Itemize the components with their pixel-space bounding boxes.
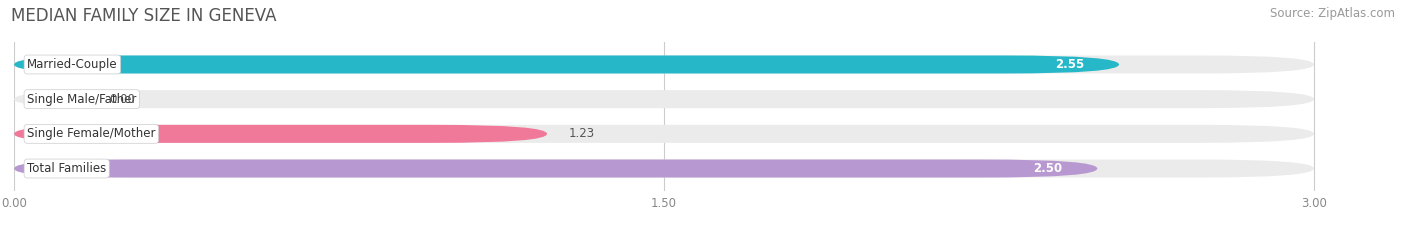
Text: Source: ZipAtlas.com: Source: ZipAtlas.com <box>1270 7 1395 20</box>
Text: 2.55: 2.55 <box>1054 58 1084 71</box>
Text: Single Male/Father: Single Male/Father <box>27 93 136 106</box>
Text: Single Female/Mother: Single Female/Mother <box>27 127 156 140</box>
FancyBboxPatch shape <box>14 90 1315 108</box>
Text: Married-Couple: Married-Couple <box>27 58 118 71</box>
Text: 1.23: 1.23 <box>568 127 595 140</box>
FancyBboxPatch shape <box>14 55 1119 73</box>
Text: 0.00: 0.00 <box>110 93 135 106</box>
Text: Total Families: Total Families <box>27 162 107 175</box>
FancyBboxPatch shape <box>14 160 1097 178</box>
Text: MEDIAN FAMILY SIZE IN GENEVA: MEDIAN FAMILY SIZE IN GENEVA <box>11 7 277 25</box>
FancyBboxPatch shape <box>14 160 1315 178</box>
FancyBboxPatch shape <box>14 55 1315 73</box>
FancyBboxPatch shape <box>14 125 1315 143</box>
Text: 2.50: 2.50 <box>1033 162 1063 175</box>
FancyBboxPatch shape <box>14 125 547 143</box>
